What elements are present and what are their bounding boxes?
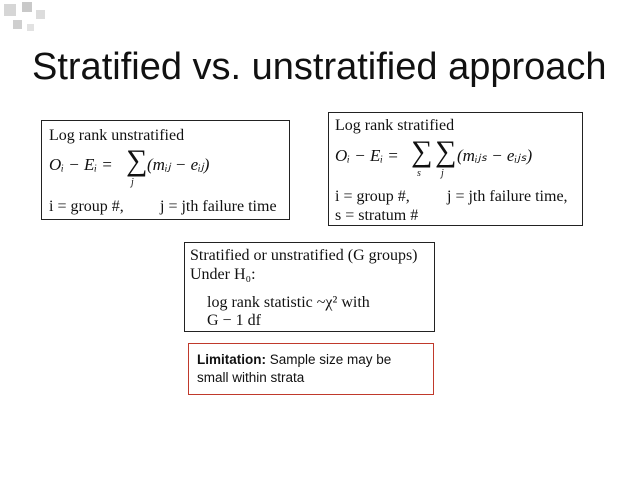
limitation-label: Limitation: (197, 352, 266, 367)
null-line-2: Under H₀: (190, 266, 256, 283)
corner-decoration (4, 2, 45, 31)
null-line-1: Stratified or unstratified (G groups) (190, 247, 418, 264)
stratified-def-s: s = stratum # (335, 207, 419, 224)
unstratified-formula-box: Log rank unstratified Oᵢ − Eᵢ = ∑ j (mᵢⱼ… (41, 120, 290, 220)
stratified-sum-index-s: s (417, 168, 421, 179)
slide-title: Stratified vs. unstratified approach (32, 46, 607, 88)
limitation-box: Limitation: Sample size may be small wit… (188, 343, 434, 395)
stratified-def-j: j = jth failure time, (447, 188, 568, 205)
null-line-4: G − 1 df (207, 312, 261, 329)
null-line-3: log rank statistic ~χ² with (207, 294, 370, 311)
stratified-sum-index-j: j (441, 168, 444, 179)
unstratified-heading: Log rank unstratified (49, 127, 185, 144)
summation-sign-j: ∑ (435, 135, 457, 168)
limitation-text: Sample size may be small within strata (197, 352, 392, 385)
unstratified-summand: (mᵢⱼ − eᵢⱼ) (147, 155, 210, 174)
unstratified-sum-index: j (131, 177, 134, 188)
stratified-summand: (mᵢⱼₛ − eᵢⱼₛ) (457, 146, 533, 165)
summation-sign: ∑ (126, 144, 148, 177)
stratified-def-i: i = group #, (335, 188, 410, 205)
unstratified-def-j: j = jth failure time (160, 198, 277, 215)
stratified-heading: Log rank stratified (335, 117, 455, 134)
null-hypothesis-box: Stratified or unstratified (G groups) Un… (184, 242, 435, 332)
stratified-formula-box: Log rank stratified Oᵢ − Eᵢ = ∑ s ∑ j (m… (328, 112, 583, 226)
unstratified-lhs: Oᵢ − Eᵢ = (49, 155, 113, 174)
summation-sign-s: ∑ (411, 135, 433, 168)
stratified-lhs: Oᵢ − Eᵢ = (335, 146, 399, 165)
unstratified-def-i: i = group #, (49, 198, 124, 215)
